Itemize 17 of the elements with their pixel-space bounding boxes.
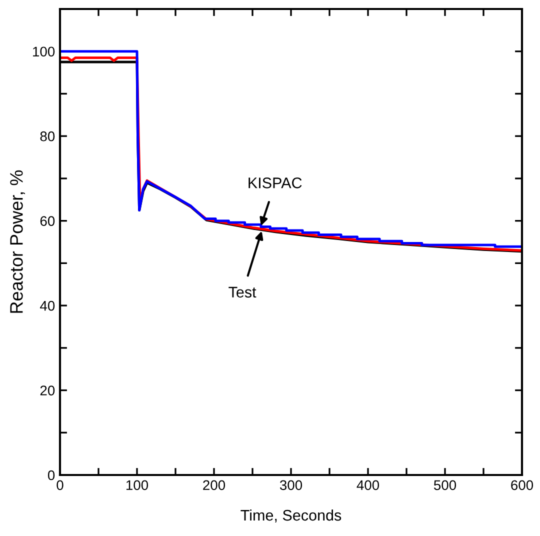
y-axis-title: Reactor Power, %	[10, 170, 25, 313]
x-tick-label: 300	[280, 480, 302, 490]
x-tick-label: 100	[126, 480, 148, 490]
y-tick-label: 60	[40, 216, 55, 226]
y-tick-label: 20	[40, 386, 55, 396]
x-tick-label: 500	[434, 480, 456, 490]
x-tick-label: 0	[56, 480, 64, 490]
x-axis-title: Time, Seconds	[240, 509, 342, 522]
y-tick-label: 0	[48, 470, 55, 480]
x-tick-label: 400	[356, 480, 380, 490]
y-tick-label: 40	[40, 300, 55, 311]
x-tick-label: 200	[203, 480, 226, 490]
x-tick-label: 600	[511, 480, 534, 490]
annotation: KISPAC	[248, 178, 302, 188]
y-tick-label: 80	[40, 131, 55, 142]
annotation: Test	[228, 286, 256, 298]
y-tick-label: 100	[33, 46, 55, 57]
